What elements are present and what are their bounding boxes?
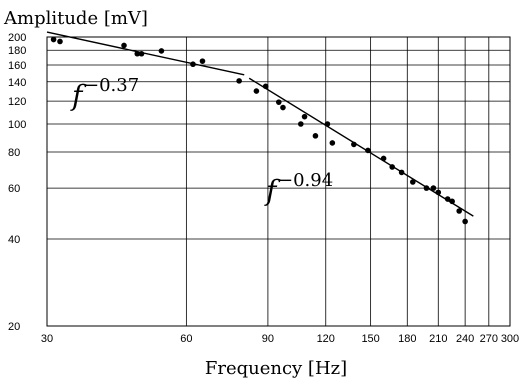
data-point bbox=[351, 141, 357, 148]
data-point bbox=[456, 208, 462, 214]
x-tick-labels: 30 60 90 120 150 180 210 240 270 300 bbox=[41, 333, 519, 345]
data-point bbox=[462, 218, 468, 225]
data-point bbox=[190, 61, 196, 68]
fit-line bbox=[46, 31, 245, 76]
y-tick-label: 120 bbox=[8, 96, 26, 108]
data-point bbox=[398, 169, 405, 176]
data-point bbox=[430, 185, 437, 191]
data-point bbox=[262, 83, 269, 90]
fit-annotations: f −0.37f −0.94 bbox=[70, 75, 333, 207]
data-point bbox=[57, 38, 63, 45]
y-tick-label: 100 bbox=[8, 119, 26, 131]
data-point bbox=[280, 104, 286, 111]
data-point bbox=[365, 147, 371, 154]
x-tick-label: 90 bbox=[262, 333, 274, 345]
x-tick-label: 300 bbox=[501, 333, 519, 345]
data-point bbox=[312, 133, 319, 139]
data-point bbox=[449, 198, 455, 205]
x-tick-label: 240 bbox=[456, 333, 474, 345]
data-point bbox=[298, 121, 304, 127]
y-axis-title: Amplitude [mV] bbox=[3, 8, 148, 29]
x-tick-label: 180 bbox=[398, 333, 416, 345]
data-point bbox=[158, 48, 165, 54]
x-tick-label: 30 bbox=[41, 333, 53, 345]
data-point bbox=[389, 164, 396, 170]
data-point bbox=[329, 140, 336, 146]
data-point bbox=[409, 179, 416, 185]
data-point bbox=[50, 36, 57, 43]
plot-area bbox=[46, 31, 511, 327]
data-points bbox=[50, 36, 468, 225]
data-point bbox=[121, 42, 127, 49]
x-tick-label: 150 bbox=[361, 333, 379, 345]
y-tick-label: 60 bbox=[8, 183, 20, 195]
data-point bbox=[275, 99, 282, 105]
grid-lines bbox=[46, 36, 511, 327]
x-tick-label: 210 bbox=[429, 333, 447, 345]
data-point bbox=[138, 50, 145, 57]
data-point bbox=[423, 185, 430, 191]
data-point bbox=[444, 196, 451, 202]
y-tick-label: 160 bbox=[8, 60, 26, 72]
y-tick-label: 140 bbox=[8, 77, 26, 89]
fit-line bbox=[248, 77, 474, 217]
x-tick-label: 120 bbox=[317, 333, 335, 345]
data-point bbox=[435, 189, 442, 196]
x-axis-title: Frequency [Hz] bbox=[205, 358, 347, 379]
fit-label-exponent: −0.94 bbox=[278, 170, 333, 191]
data-point bbox=[380, 155, 387, 162]
fit-label-exponent: −0.37 bbox=[84, 75, 139, 96]
data-point bbox=[236, 78, 242, 84]
data-point bbox=[301, 113, 308, 120]
x-tick-label: 270 bbox=[480, 333, 498, 345]
data-point bbox=[134, 50, 141, 57]
y-tick-label: 80 bbox=[8, 147, 20, 159]
y-tick-label: 200 bbox=[8, 32, 26, 44]
y-tick-label: 20 bbox=[8, 321, 20, 333]
y-tick-label: 180 bbox=[8, 45, 26, 57]
y-tick-label: 40 bbox=[8, 234, 20, 246]
data-point bbox=[199, 58, 206, 64]
data-point bbox=[253, 88, 260, 94]
x-tick-label: 60 bbox=[180, 333, 192, 345]
data-point bbox=[324, 121, 331, 127]
